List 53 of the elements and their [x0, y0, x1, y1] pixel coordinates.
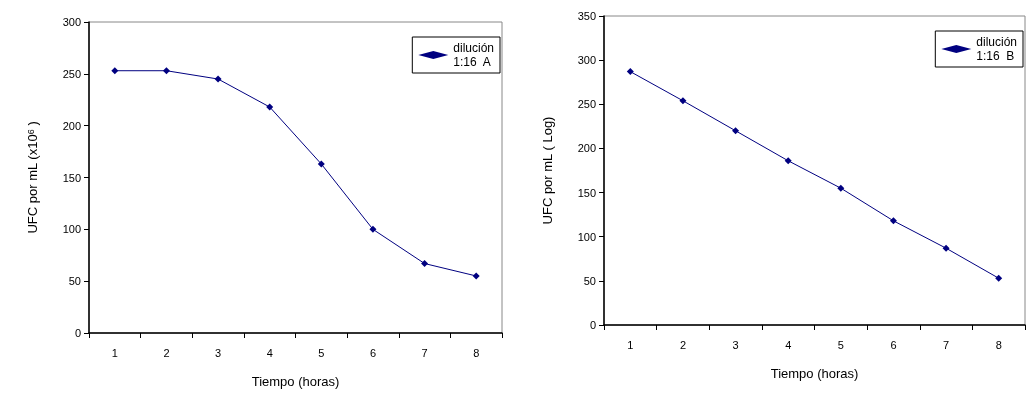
point [266, 103, 274, 111]
point [889, 217, 897, 225]
y-tick-label: 0 [74, 327, 81, 339]
point [995, 274, 1003, 282]
x-tick-label: 3 [215, 346, 222, 359]
y-tick-label: 300 [577, 54, 596, 67]
x-tick-label: 2 [679, 338, 686, 351]
y-tick-label: 150 [577, 186, 596, 199]
x-tick-label: 8 [995, 338, 1002, 351]
y-tick-label: 300 [62, 16, 81, 28]
point [784, 157, 792, 165]
x-tick-label: 1 [627, 338, 634, 351]
y-axis-title: UFC por mL (x106 ) [25, 121, 40, 234]
x-tick-label: 2 [163, 346, 170, 359]
x-axis-title: Tiempo (horas) [251, 374, 340, 389]
x-tick-label: 8 [473, 346, 480, 359]
point [837, 184, 845, 192]
x-tick-label: 7 [421, 346, 428, 359]
y-tick-label: 100 [62, 223, 81, 236]
x-tick-label: 6 [369, 346, 376, 359]
y-axis-title: UFC por mL ( Log) [540, 116, 555, 225]
x-tick-label: 4 [785, 338, 792, 351]
y-tick-label: 250 [577, 98, 596, 111]
point [214, 75, 222, 83]
point [162, 67, 170, 75]
x-tick-label: 5 [318, 346, 325, 359]
y-tick-label: 50 [68, 275, 81, 288]
point [111, 67, 119, 75]
point [421, 260, 429, 268]
y-tick-label: 200 [62, 119, 81, 132]
y-tick-label: 200 [577, 142, 596, 155]
y-tick-label: 350 [577, 10, 596, 22]
y-tick-label: 100 [577, 230, 596, 243]
y-tick-label: 0 [589, 319, 596, 331]
point [317, 160, 325, 168]
legend-label: dilución 1:16 B [976, 35, 1018, 63]
x-tick-label: 6 [890, 338, 897, 351]
point [732, 127, 740, 135]
y-tick-label: 50 [583, 274, 596, 287]
x-tick-label: 3 [732, 338, 739, 351]
x-tick-label: 7 [943, 338, 950, 351]
y-tick-label: 250 [62, 67, 81, 80]
x-tick-label: 4 [266, 346, 273, 359]
point [626, 68, 634, 76]
point [369, 225, 377, 233]
point [942, 244, 950, 252]
point [679, 97, 687, 105]
x-tick-label: 5 [837, 338, 844, 351]
point [472, 272, 480, 280]
x-axis-title: Tiempo (horas) [770, 366, 859, 381]
y-tick-label: 150 [62, 171, 81, 184]
x-tick-label: 1 [111, 346, 118, 359]
legend-label: dilución 1:16 A [453, 41, 495, 69]
